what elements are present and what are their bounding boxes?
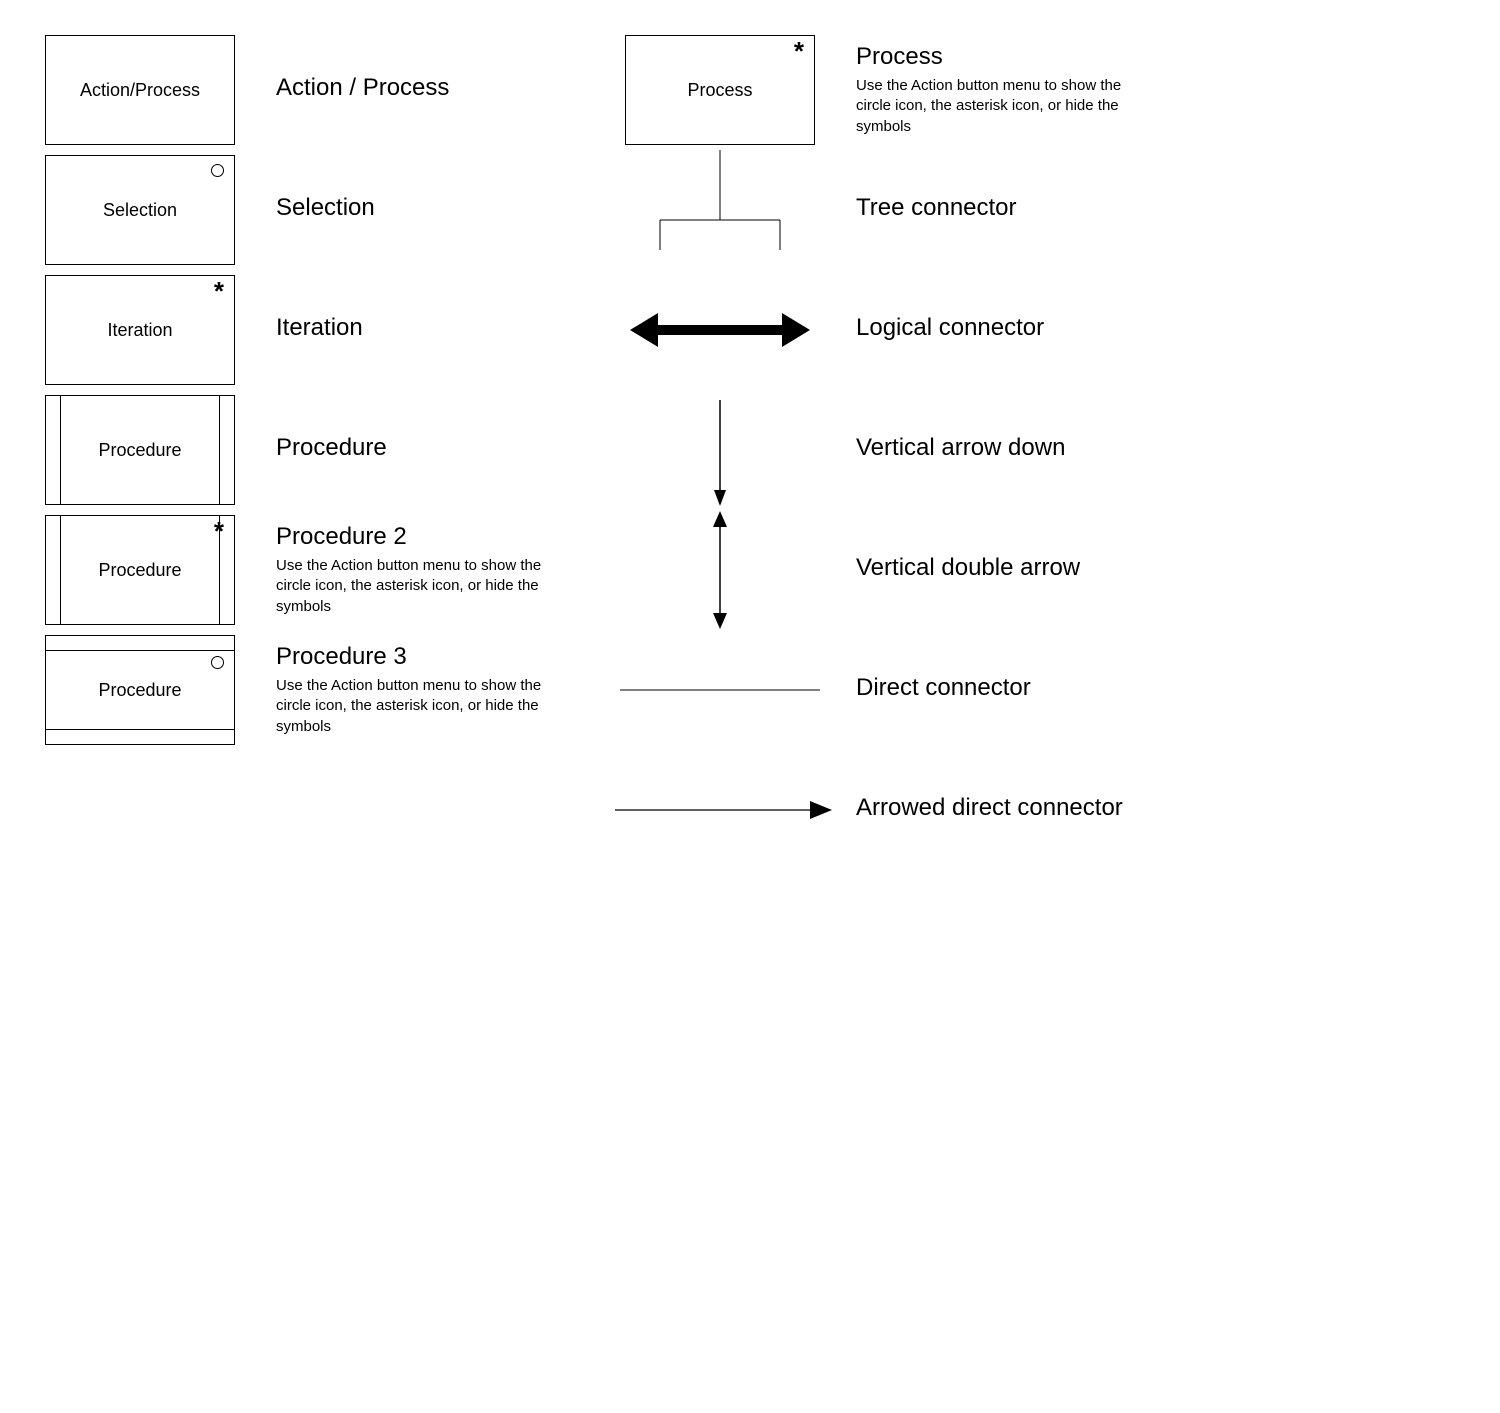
right-shape-cell: [610, 150, 830, 270]
left-shape-cell: Action/Process: [30, 30, 250, 150]
direct-connector-title: Direct connector: [856, 674, 1470, 703]
asterisk-icon: *: [794, 38, 804, 64]
procedure2-box: Procedure *: [45, 515, 235, 625]
procedure-label-cell: Procedure: [270, 390, 590, 510]
procedure2-title: Procedure 2: [276, 523, 590, 552]
asterisk-icon: *: [214, 518, 224, 544]
vertical-arrow-down-title: Vertical arrow down: [856, 434, 1470, 463]
vertical-double-arrow-label-cell: Vertical double arrow: [850, 510, 1470, 630]
left-shape-cell: Selection: [30, 150, 250, 270]
action-process-box: Action/Process: [45, 35, 235, 145]
iteration-box: Iteration *: [45, 275, 235, 385]
procedure2-label-cell: Procedure 2 Use the Action button menu to…: [270, 510, 590, 630]
circle-icon: [211, 656, 224, 669]
right-shape-cell: [610, 510, 830, 630]
arrowed-direct-connector-icon: [615, 795, 825, 825]
procedure2-description: Use the Action button menu to show the c…: [276, 556, 576, 617]
left-shape-cell: Procedure: [30, 630, 250, 750]
procedure3-box: Procedure: [45, 635, 235, 745]
circle-icon: [211, 164, 224, 177]
tree-connector-title: Tree connector: [856, 194, 1470, 223]
selection-box: Selection: [45, 155, 235, 265]
right-shape-cell: Process *: [610, 30, 830, 150]
process-label-cell: Process Use the Action button menu to sho…: [850, 30, 1470, 150]
box-label: Process: [687, 80, 752, 101]
box-label: Action/Process: [80, 80, 200, 101]
procedure3-description: Use the Action button menu to show the c…: [276, 676, 576, 737]
procedure-box: Procedure: [45, 395, 235, 505]
iteration-title: Iteration: [276, 314, 590, 343]
vertical-arrow-down-label-cell: Vertical arrow down: [850, 390, 1470, 510]
procedure3-label-cell: Procedure 3 Use the Action button menu to…: [270, 630, 590, 750]
vertical-double-arrow-icon: [700, 515, 740, 625]
procedure-title: Procedure: [276, 434, 590, 463]
direct-connector-label-cell: Direct connector: [850, 630, 1470, 750]
box-label: Procedure: [98, 680, 181, 701]
vertical-arrow-down-icon: [700, 395, 740, 505]
asterisk-icon: *: [214, 278, 224, 304]
process-description: Use the Action button menu to show the c…: [856, 76, 1156, 137]
logical-connector-title: Logical connector: [856, 314, 1470, 343]
right-shape-cell: [610, 270, 830, 390]
box-label: Procedure: [98, 560, 181, 581]
procedure3-title: Procedure 3: [276, 643, 590, 672]
direct-connector-icon: [620, 685, 820, 695]
right-shape-cell: [610, 390, 830, 510]
selection-label-cell: Selection: [270, 150, 590, 270]
right-shape-cell: [610, 630, 830, 750]
box-label: Iteration: [107, 320, 172, 341]
logical-connector-label-cell: Logical connector: [850, 270, 1470, 390]
box-label: Selection: [103, 200, 177, 221]
left-shape-cell: Iteration *: [30, 270, 250, 390]
left-shape-cell: Procedure: [30, 390, 250, 510]
tree-connector-label-cell: Tree connector: [850, 150, 1470, 270]
logical-connector-icon: [620, 310, 820, 350]
process-title: Process: [856, 43, 1470, 72]
process-box: Process *: [625, 35, 815, 145]
left-shape-cell: [30, 750, 250, 870]
left-shape-cell: Procedure *: [30, 510, 250, 630]
arrowed-direct-connector-title: Arrowed direct connector: [856, 794, 1470, 823]
selection-title: Selection: [276, 194, 590, 223]
right-shape-cell: [610, 750, 830, 870]
action-process-label-cell: Action / Process: [270, 30, 590, 150]
arrowed-direct-connector-label-cell: Arrowed direct connector: [850, 750, 1470, 870]
box-label: Procedure: [98, 440, 181, 461]
vertical-double-arrow-title: Vertical double arrow: [856, 554, 1470, 583]
tree-connector-icon: [620, 150, 820, 270]
diagram-legend-grid: Action/ProcessAction / ProcessProcess*Pr…: [30, 30, 1470, 870]
action-process-title: Action / Process: [276, 74, 590, 103]
iteration-label-cell: Iteration: [270, 270, 590, 390]
